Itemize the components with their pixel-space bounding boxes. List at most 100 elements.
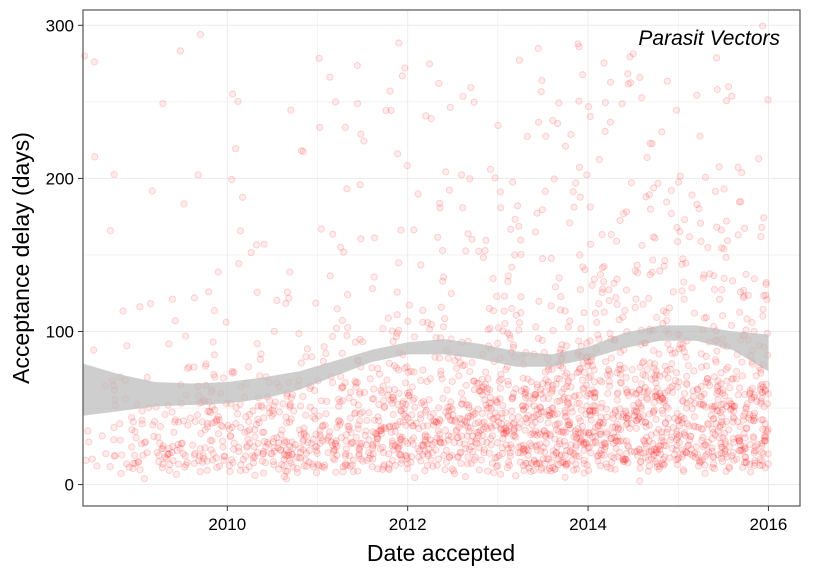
data-point xyxy=(561,407,569,415)
data-point xyxy=(653,463,662,471)
data-point xyxy=(688,405,696,413)
data-point xyxy=(399,418,407,426)
data-point xyxy=(578,422,587,430)
data-point xyxy=(699,400,708,408)
data-point xyxy=(394,400,402,408)
data-point xyxy=(747,416,755,424)
data-point xyxy=(265,404,273,412)
data-point xyxy=(350,398,358,406)
data-point xyxy=(722,253,730,261)
data-point xyxy=(88,455,96,463)
data-point xyxy=(520,385,528,393)
data-point xyxy=(537,408,545,416)
data-point xyxy=(297,430,305,438)
data-point xyxy=(302,449,310,457)
data-point xyxy=(508,178,517,186)
data-point xyxy=(393,311,401,319)
data-point xyxy=(520,405,528,413)
data-point xyxy=(665,454,673,462)
data-point xyxy=(710,415,718,423)
data-point xyxy=(587,449,595,457)
data-point xyxy=(747,468,755,476)
data-point xyxy=(129,459,137,467)
data-point xyxy=(591,424,599,432)
data-point xyxy=(533,446,541,454)
data-point xyxy=(285,294,293,302)
data-point xyxy=(514,202,522,210)
data-point xyxy=(311,443,319,451)
data-point xyxy=(725,464,734,472)
data-point xyxy=(341,460,350,468)
data-point xyxy=(397,407,405,415)
data-point xyxy=(495,377,503,385)
data-point xyxy=(646,271,654,279)
data-point xyxy=(606,382,614,390)
data-point xyxy=(564,417,572,426)
data-point xyxy=(358,439,366,447)
data-point xyxy=(632,416,640,425)
data-point xyxy=(663,428,671,436)
data-point xyxy=(456,439,464,447)
data-point xyxy=(520,445,528,453)
data-point xyxy=(442,458,451,466)
data-point xyxy=(116,420,124,428)
data-point xyxy=(750,275,759,283)
data-point xyxy=(555,274,563,282)
data-point xyxy=(540,427,548,435)
data-point xyxy=(611,406,619,415)
data-point xyxy=(622,407,630,415)
data-point xyxy=(351,338,359,346)
data-point xyxy=(376,445,384,453)
data-point xyxy=(260,414,268,422)
data-point xyxy=(603,413,611,421)
data-point xyxy=(351,410,359,418)
data-point xyxy=(438,247,447,255)
data-point xyxy=(193,411,202,419)
data-point xyxy=(578,436,586,444)
data-point xyxy=(201,444,209,452)
data-point xyxy=(720,185,728,193)
data-point xyxy=(541,187,549,195)
data-point xyxy=(550,465,559,474)
data-point xyxy=(705,381,714,389)
y-axis-title: Acceptance delay (days) xyxy=(8,132,34,384)
data-point xyxy=(526,439,534,447)
data-point xyxy=(740,429,748,437)
data-point xyxy=(191,449,199,457)
data-point xyxy=(653,371,661,379)
data-point xyxy=(270,327,278,335)
data-point xyxy=(610,433,619,441)
data-point xyxy=(730,456,738,464)
data-point xyxy=(760,432,769,440)
data-point xyxy=(456,414,464,422)
data-point xyxy=(597,446,605,454)
data-point xyxy=(607,434,615,443)
data-point xyxy=(494,121,502,130)
data-point xyxy=(379,325,387,333)
data-point xyxy=(171,416,179,424)
data-point xyxy=(539,395,547,403)
data-point xyxy=(652,388,660,396)
data-point xyxy=(636,446,644,454)
data-point xyxy=(613,420,621,428)
data-point xyxy=(491,454,499,462)
data-point xyxy=(271,398,279,406)
data-point xyxy=(138,416,146,424)
data-point xyxy=(688,284,696,292)
data-point xyxy=(369,450,377,458)
data-point xyxy=(759,425,767,433)
data-point xyxy=(523,445,531,453)
data-point xyxy=(288,438,296,446)
data-point xyxy=(507,441,515,449)
data-point xyxy=(281,437,289,445)
data-point xyxy=(423,462,431,470)
data-point xyxy=(762,437,770,445)
data-point xyxy=(646,359,654,367)
data-point xyxy=(626,79,635,87)
data-point xyxy=(280,450,289,459)
data-point xyxy=(470,456,478,464)
data-point xyxy=(639,412,647,420)
data-point xyxy=(553,374,561,383)
data-point xyxy=(643,366,651,374)
data-point xyxy=(361,388,369,397)
